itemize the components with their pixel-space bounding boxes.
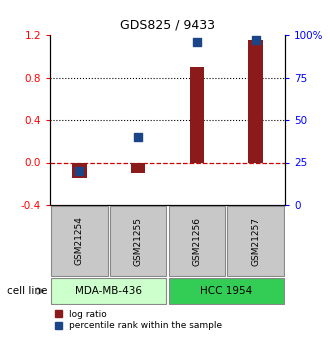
Bar [131,162,146,173]
Bar [248,40,263,162]
Text: cell line: cell line [7,286,47,296]
Point [194,39,200,45]
Bar [227,206,284,276]
Bar [51,206,108,276]
Point [136,134,141,140]
Text: GSM21257: GSM21257 [251,217,260,266]
Point [77,168,82,174]
Legend: log ratio, percentile rank within the sample: log ratio, percentile rank within the sa… [54,309,222,330]
Bar [51,278,166,304]
Text: GSM21256: GSM21256 [192,217,201,266]
Bar [169,206,225,276]
Point [253,37,258,43]
Bar [189,67,204,162]
Text: MDA-MB-436: MDA-MB-436 [75,286,142,296]
Text: GSM21254: GSM21254 [75,217,84,265]
Title: GDS825 / 9433: GDS825 / 9433 [120,18,215,31]
Text: GSM21255: GSM21255 [134,217,143,266]
Bar [110,206,166,276]
Bar [169,278,284,304]
Bar [72,162,87,178]
Text: HCC 1954: HCC 1954 [200,286,252,296]
